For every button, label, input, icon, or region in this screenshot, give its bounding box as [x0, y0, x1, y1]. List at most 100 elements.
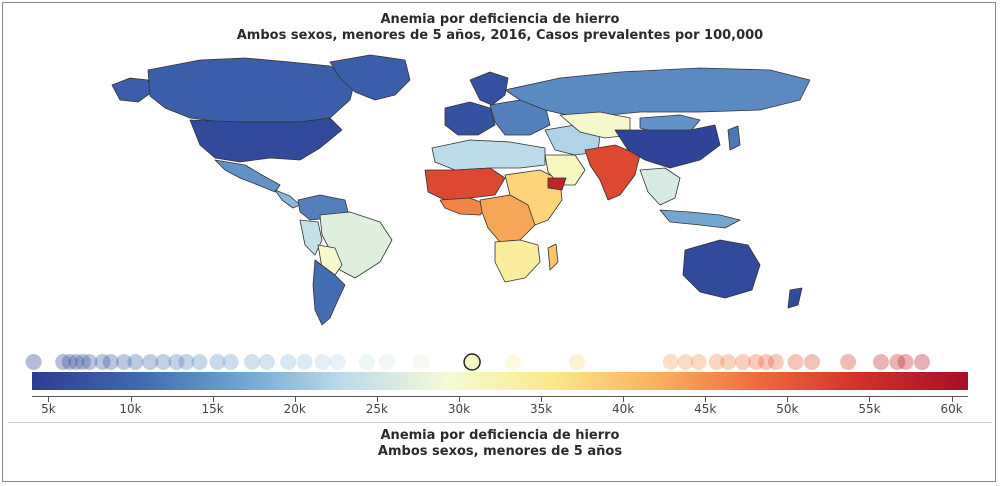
legend-country-dot[interactable]	[222, 354, 239, 370]
legend-country-dot[interactable]	[191, 354, 208, 370]
region-madagascar[interactable]	[547, 243, 559, 271]
footer-title: Anemia por deficiencia de hierro	[380, 428, 620, 443]
legend-country-dot[interactable]	[102, 354, 119, 370]
legend-country-dot[interactable]	[720, 354, 737, 370]
legend-country-dot[interactable]	[569, 354, 586, 370]
legend-country-dot[interactable]	[378, 354, 395, 370]
legend-tick	[294, 396, 296, 402]
legend-tick	[787, 396, 789, 402]
legend-country-dot[interactable]	[258, 354, 275, 370]
legend-tick-label: 40k	[612, 402, 635, 416]
legend-country-dot[interactable]	[662, 354, 679, 370]
legend-country-dot[interactable]	[209, 354, 226, 370]
legend-tick-label: 60k	[940, 402, 963, 416]
region-india[interactable]	[584, 144, 641, 201]
legend-tick	[951, 396, 953, 402]
region-central-america[interactable]	[274, 189, 301, 209]
legend-country-dot[interactable]	[94, 354, 111, 370]
region-mexico[interactable]	[214, 159, 281, 193]
legend-country-dot[interactable]	[787, 354, 804, 370]
legend-tick-label: 35k	[529, 402, 553, 416]
legend-tick-label: 45k	[694, 402, 717, 416]
legend-country-dot[interactable]	[840, 354, 857, 370]
legend-tick-label: 50k	[776, 402, 799, 416]
legend-country-dot[interactable]	[329, 354, 346, 370]
legend-tick	[541, 396, 543, 402]
legend-country-dot[interactable]	[115, 354, 132, 370]
legend-country-dot[interactable]	[889, 354, 906, 370]
legend-tick-label: 10k	[119, 402, 142, 416]
divider	[8, 422, 992, 423]
legend-country-dot[interactable]	[677, 354, 694, 370]
legend-country-dot[interactable]	[74, 354, 91, 370]
region-canada[interactable]	[147, 57, 356, 123]
region-new-zealand[interactable]	[787, 287, 803, 309]
chart-title: Anemia por deficiencia de hierro	[380, 12, 620, 27]
legend-tick	[705, 396, 707, 402]
legend-country-dot[interactable]	[748, 354, 765, 370]
legend-country-dot[interactable]	[897, 354, 914, 370]
legend-selected-marker[interactable]	[463, 353, 481, 371]
legend-tick-label: 25k	[365, 402, 388, 416]
legend-country-dot[interactable]	[25, 354, 42, 370]
legend-country-dot[interactable]	[708, 354, 725, 370]
legend-country-dot[interactable]	[127, 354, 144, 370]
legend-axis-line	[32, 396, 968, 397]
region-japan[interactable]	[727, 125, 741, 151]
legend-country-dot[interactable]	[296, 354, 313, 370]
legend-tick	[48, 396, 50, 402]
legend-tick	[212, 396, 214, 402]
region-indonesia[interactable]	[659, 209, 741, 229]
region-yemen[interactable]	[547, 177, 567, 191]
chart-subtitle: Ambos sexos, menores de 5 años, 2016, Ca…	[236, 28, 764, 43]
legend-country-dot[interactable]	[914, 354, 931, 370]
legend-tick-label: 20k	[283, 402, 306, 416]
region-scandinavia[interactable]	[469, 71, 509, 106]
legend-country-dot[interactable]	[735, 354, 752, 370]
region-russia[interactable]	[504, 67, 811, 119]
legend-country-dot[interactable]	[314, 354, 331, 370]
legend-tick	[376, 396, 378, 402]
footer-subtitle: Ambos sexos, menores de 5 años	[377, 444, 623, 459]
legend-country-dot[interactable]	[168, 354, 185, 370]
legend-tick	[458, 396, 460, 402]
legend-country-dot[interactable]	[505, 354, 522, 370]
region-united-states[interactable]	[189, 117, 343, 163]
legend-tick	[869, 396, 871, 402]
legend-country-dot[interactable]	[81, 354, 98, 370]
legend-country-dot[interactable]	[155, 354, 172, 370]
region-alaska[interactable]	[111, 77, 153, 103]
legend-country-dot[interactable]	[767, 354, 784, 370]
region-china[interactable]	[614, 124, 721, 169]
legend-country-dot[interactable]	[55, 354, 72, 370]
legend-tick-label: 5k	[41, 402, 56, 416]
region-north-africa[interactable]	[431, 139, 546, 171]
legend-tick	[130, 396, 132, 402]
region-arabian-peninsula[interactable]	[544, 154, 586, 186]
legend-tick-label: 30k	[447, 402, 471, 416]
legend-country-dot[interactable]	[61, 354, 78, 370]
legend-country-dot[interactable]	[690, 354, 707, 370]
legend-country-dot[interactable]	[244, 354, 261, 370]
legend-tick-label: 55k	[858, 402, 881, 416]
region-greenland[interactable]	[329, 54, 411, 101]
legend-country-dot[interactable]	[758, 354, 775, 370]
legend-tick-label: 15k	[201, 402, 224, 416]
region-argentina-chile[interactable]	[312, 259, 346, 326]
legend-country-dot[interactable]	[804, 354, 820, 370]
legend-country-dot[interactable]	[280, 354, 297, 370]
legend-tick	[623, 396, 625, 402]
legend-country-dot[interactable]	[358, 354, 375, 370]
legend-country-dot[interactable]	[68, 354, 85, 370]
region-southeast-asia[interactable]	[639, 167, 681, 206]
region-sahel-west-africa[interactable]	[424, 167, 506, 201]
legend-country-dot[interactable]	[872, 354, 889, 370]
legend-country-dot[interactable]	[178, 354, 195, 370]
region-western-europe[interactable]	[444, 101, 496, 136]
region-australia[interactable]	[682, 239, 761, 299]
region-west-africa-coast[interactable]	[439, 197, 489, 216]
region-southern-africa[interactable]	[494, 239, 541, 283]
legend-country-dot[interactable]	[142, 354, 159, 370]
legend-country-dot[interactable]	[413, 354, 430, 370]
